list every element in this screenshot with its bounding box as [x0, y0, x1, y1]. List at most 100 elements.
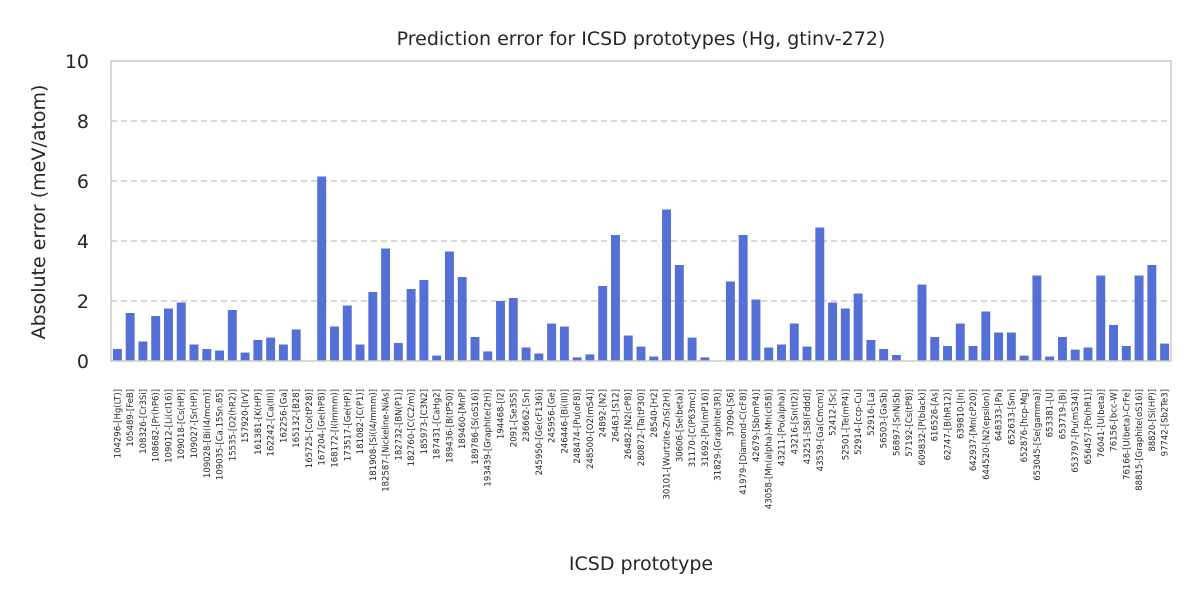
bars — [112, 176, 1170, 361]
bar — [151, 316, 161, 361]
x-tick-label: 236662-[Sn] — [522, 389, 532, 442]
x-tick-label: 109035-[Ca.15Sn.85] — [216, 389, 226, 480]
y-tick-label: 6 — [77, 171, 89, 193]
x-tick-label: 109012-[Li(cI16)] — [164, 389, 174, 463]
bar — [674, 265, 684, 361]
x-tick-label: 109028-[Bi(I4/mcm)] — [203, 389, 213, 478]
x-tick-label: 30606-[Se(beta)] — [675, 389, 685, 462]
bar — [457, 277, 467, 361]
bar — [189, 344, 199, 361]
bar — [547, 323, 557, 361]
x-tick-label: 246446-[Bi(III)] — [560, 389, 570, 454]
x-tick-label: 76156-[bcc-W] — [1110, 389, 1120, 452]
bar — [891, 355, 901, 361]
x-tick-label: 31829-[Graphite(3R)] — [714, 389, 724, 481]
bar — [317, 176, 327, 361]
plot-frame — [110, 60, 1172, 362]
x-tick-label: 30101-[Wurtzite-ZnS(2H)] — [663, 389, 673, 500]
x-tick-label: 652876-[hcp-Mg] — [1020, 389, 1030, 462]
bar — [138, 341, 148, 361]
bar — [866, 340, 876, 361]
x-tick-label: 165132-[B28] — [292, 389, 302, 448]
x-tick-label: 648333-[Pa] — [995, 389, 1005, 441]
x-tick-label: 609832-[P(black)] — [918, 389, 928, 465]
bar — [649, 356, 659, 361]
bar — [368, 292, 378, 361]
bar — [1006, 332, 1016, 361]
x-tick-label: 31692-[Pu(mP16)] — [701, 389, 711, 467]
bar — [687, 337, 697, 361]
x-tick-label: 280872-[Ta(tP30)] — [637, 389, 647, 466]
x-tick-label: 653381-[U] — [1046, 389, 1056, 437]
bar — [444, 251, 454, 361]
x-tick-label: 194468-[I2] — [497, 389, 507, 439]
bar — [406, 289, 416, 361]
x-tick-label: 56897-[SnNiSb] — [892, 389, 902, 456]
bar — [1109, 325, 1118, 361]
x-tick-label: 42679-[Sb(mP4)] — [752, 389, 762, 462]
bar — [521, 347, 531, 361]
x-tick-label: 656457-[Po(hR1)] — [1084, 389, 1094, 465]
y-tick-label: 10 — [65, 51, 89, 73]
bar — [623, 335, 633, 361]
x-tick-label: 187431-[CaHg2] — [433, 389, 443, 460]
bar — [176, 302, 186, 361]
x-tick-label: 76041-[U(beta)] — [1097, 389, 1107, 458]
x-tick-label: 642937-[Mn(cP20)] — [969, 389, 979, 471]
bar — [240, 352, 250, 361]
x-tick-label: 653719-[Bi] — [1058, 389, 1068, 439]
bar — [1057, 337, 1067, 361]
x-tick-label: 182732-[BN(P1)] — [394, 389, 404, 461]
x-tick-label: 644520-[N2(epsilon)] — [982, 389, 992, 480]
x-tick-label: 43216-[Sn(tI2)] — [790, 389, 800, 454]
x-axis-label: ICSD prototype — [569, 553, 713, 575]
x-tick-label: 28540-[H2] — [650, 389, 660, 438]
bar — [419, 280, 429, 361]
x-tick-label: 193439-[Graphite(2H)] — [484, 389, 494, 487]
x-tick-label: 43251-[S8(Fddd)] — [803, 389, 813, 464]
bar — [853, 293, 863, 361]
x-tick-label: 41979-[Diamond-C(cF8)] — [739, 389, 749, 495]
x-tick-label: 245956-[Ge] — [548, 389, 558, 443]
bar — [381, 248, 391, 361]
y-tick-label: 8 — [77, 111, 89, 133]
bar — [981, 311, 991, 361]
bar — [610, 235, 620, 361]
bar — [355, 344, 365, 361]
x-tick-label: 37090-[S6] — [726, 389, 736, 437]
bar — [777, 344, 786, 361]
x-tick-label: 108682-[Pr(hP6)] — [152, 389, 162, 462]
x-tick-label: 185973-[C3N2] — [420, 389, 430, 454]
x-tick-label: 173517-[Ge(HP)] — [343, 389, 353, 461]
x-tick-label: 24892-[N2] — [599, 389, 609, 438]
bar — [955, 323, 965, 361]
x-tick-label: 182587-[Nickeline-NiAs] — [382, 389, 392, 492]
x-tick-label: 639810-[In] — [956, 389, 966, 439]
x-tick-label: 162242-[Ca(III)] — [267, 389, 277, 456]
bar — [585, 354, 595, 361]
bar — [840, 308, 850, 361]
grid-lines — [111, 120, 1171, 302]
y-axis-ticks: 0 2 4 6 8 10 — [65, 51, 89, 373]
x-tick-label: 248500-[O2(mS4)] — [586, 389, 596, 469]
x-tick-label: 162256-[Ga] — [279, 389, 289, 443]
x-tick-label: 167204-[Ge(hP8)] — [318, 389, 328, 466]
bar — [968, 346, 978, 361]
bar — [1160, 343, 1170, 361]
bar — [534, 353, 544, 361]
bar — [266, 337, 276, 361]
x-tick-label: 109027-[Sr(HP)] — [190, 389, 200, 458]
bar — [470, 337, 480, 361]
bar — [227, 310, 237, 361]
x-tick-label: 108326-[Cr3Si] — [139, 389, 149, 454]
x-tick-label: 157920-[IrV] — [241, 389, 251, 443]
x-tick-label: 105489-[FeB] — [126, 389, 136, 447]
x-tick-label: 97742-[Sb2Te3] — [1161, 389, 1171, 456]
x-tick-label: 109018-[Cs(HP)] — [177, 389, 187, 460]
y-tick-label: 2 — [77, 291, 89, 313]
bar — [572, 357, 582, 361]
x-tick-label: 15535-[O2(hR2)] — [228, 389, 238, 461]
bar — [164, 308, 173, 361]
x-tick-label: 52501-[Te(mP4)] — [841, 389, 851, 460]
x-tick-label: 26463-[S12] — [611, 389, 621, 442]
